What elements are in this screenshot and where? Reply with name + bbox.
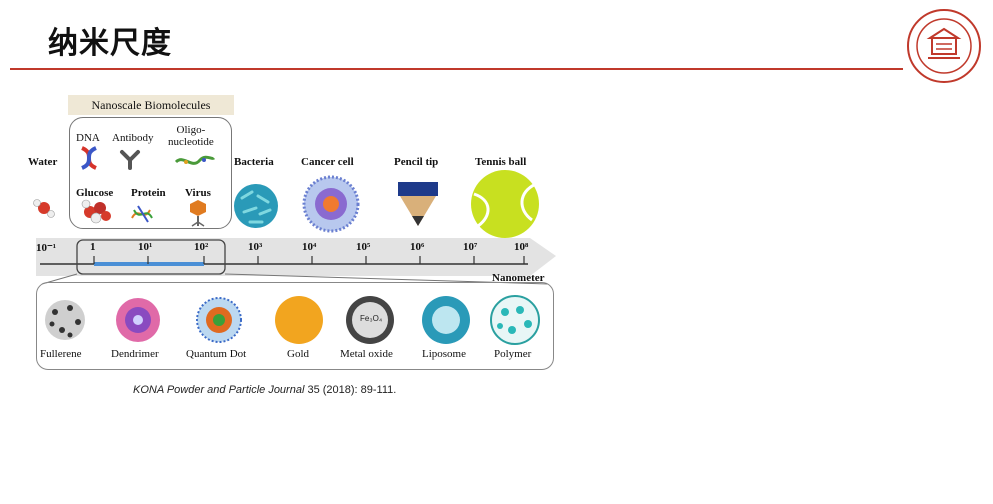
scale-tick-label: 10⁵ — [356, 241, 371, 253]
dna-label: DNA — [76, 132, 100, 144]
polymer-label: Polymer — [494, 348, 532, 360]
scale-tick-label: 1 — [90, 241, 96, 253]
pencil-tip-icon — [398, 182, 438, 226]
zoom-selection-box — [76, 239, 226, 275]
protein-label: Protein — [131, 187, 166, 199]
scale-tick-label: 10¹ — [138, 241, 153, 253]
water-molecule-icon — [33, 199, 55, 218]
biomolecules-group-frame — [69, 117, 232, 229]
fullerene-icon — [45, 300, 85, 340]
pencil-tip-label: Pencil tip — [394, 156, 439, 168]
protein-icon — [131, 205, 153, 223]
scale-tick-label: 10⁸ — [514, 241, 529, 253]
nanoscale-biomolecules-label: Nanoscale Biomolecules — [68, 95, 234, 115]
virus-label: Virus — [185, 187, 211, 199]
bacteria-icon — [234, 184, 278, 228]
gold-label: Gold — [287, 348, 309, 360]
scale-tick-label: 10⁻¹ — [36, 242, 57, 254]
gold-nanoparticle-icon — [275, 296, 323, 344]
citation-details: 35 (2018): 89-111. — [304, 384, 397, 396]
scale-ticks — [93, 256, 525, 264]
dendrimer-label: Dendrimer — [111, 348, 159, 360]
oligonucleotide-icon — [174, 155, 216, 165]
title-divider — [10, 68, 903, 70]
cancer-cell-label: Cancer cell — [301, 156, 354, 168]
oligonucleotide-label: Oligo- nucleotide — [168, 124, 214, 148]
scale-arrow — [36, 238, 556, 276]
polymer-icon — [490, 295, 540, 345]
engineered-nanoparticles-panel — [36, 282, 554, 370]
scale-tick-label: 10⁶ — [410, 241, 425, 253]
virus-icon — [190, 200, 206, 227]
fe3o4-label: Fe₃O₄ — [360, 314, 383, 323]
scale-tick-label: 10² — [194, 241, 209, 253]
citation-journal: KONA Powder and Particle Journal — [133, 384, 305, 396]
glucose-icon — [81, 199, 111, 224]
fullerene-label: Fullerene — [40, 348, 82, 360]
antibody-label: Antibody — [112, 132, 154, 144]
tennis-ball-icon — [471, 170, 539, 238]
scale-tick-label: 10⁴ — [302, 241, 317, 253]
liposome-icon — [422, 296, 470, 344]
bacteria-label: Bacteria — [234, 156, 274, 168]
tennis-ball-label: Tennis ball — [475, 156, 527, 168]
water-label: Water — [28, 156, 58, 168]
citation: KONA Powder and Particle Journal 35 (201… — [133, 384, 396, 396]
antibody-icon — [120, 150, 140, 170]
glucose-label: Glucose — [76, 187, 114, 199]
quantum-dot-icon — [196, 297, 242, 343]
scale-tick-label: 10³ — [248, 241, 263, 253]
university-seal-logo — [907, 9, 981, 83]
scale-tick-label: 10⁷ — [463, 241, 478, 253]
page-title: 纳米尺度 — [48, 26, 172, 61]
dendrimer-icon — [116, 298, 160, 342]
liposome-label: Liposome — [422, 348, 466, 360]
metal-oxide-label: Metal oxide — [340, 348, 393, 360]
quantum-dot-label: Quantum Dot — [186, 348, 247, 360]
dna-icon — [81, 146, 97, 170]
scale-unit-label: Nanometer — [492, 272, 545, 284]
cancer-cell-icon — [302, 175, 360, 233]
metal-oxide-icon — [346, 296, 394, 344]
